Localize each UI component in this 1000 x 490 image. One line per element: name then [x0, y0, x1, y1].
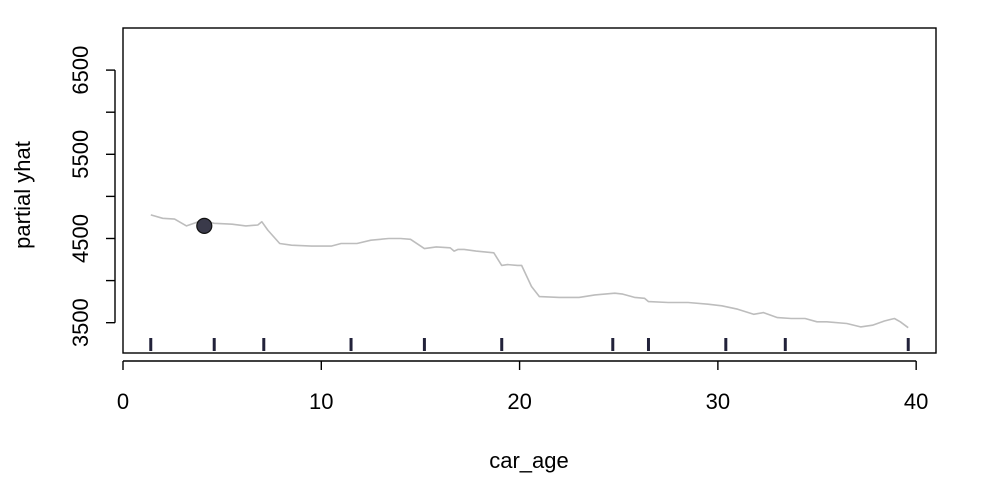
- x-axis-title: car_age: [489, 448, 569, 473]
- x-tick-label: 30: [706, 389, 730, 414]
- y-axis: 3500 4500 5500 6500: [68, 46, 116, 347]
- rug-layer: [149, 338, 910, 351]
- x-tick-label: 20: [507, 389, 531, 414]
- y-tick-label: 6500: [68, 46, 93, 95]
- y-tick-label: 4500: [68, 214, 93, 263]
- x-tick-label: 40: [904, 389, 928, 414]
- pdp-series-line: [150, 214, 909, 329]
- x-tick-label: 10: [309, 389, 333, 414]
- x-axis: 0 10 20 30 40: [117, 360, 928, 414]
- highlight-layer: [196, 217, 213, 234]
- series-layer: [150, 214, 909, 329]
- highlight-point: [196, 217, 213, 234]
- y-axis-title: partial yhat: [10, 141, 35, 249]
- x-tick-label: 0: [117, 389, 129, 414]
- plot-frame: [122, 27, 937, 354]
- y-tick-label: 3500: [68, 298, 93, 347]
- y-tick-label: 5500: [68, 130, 93, 179]
